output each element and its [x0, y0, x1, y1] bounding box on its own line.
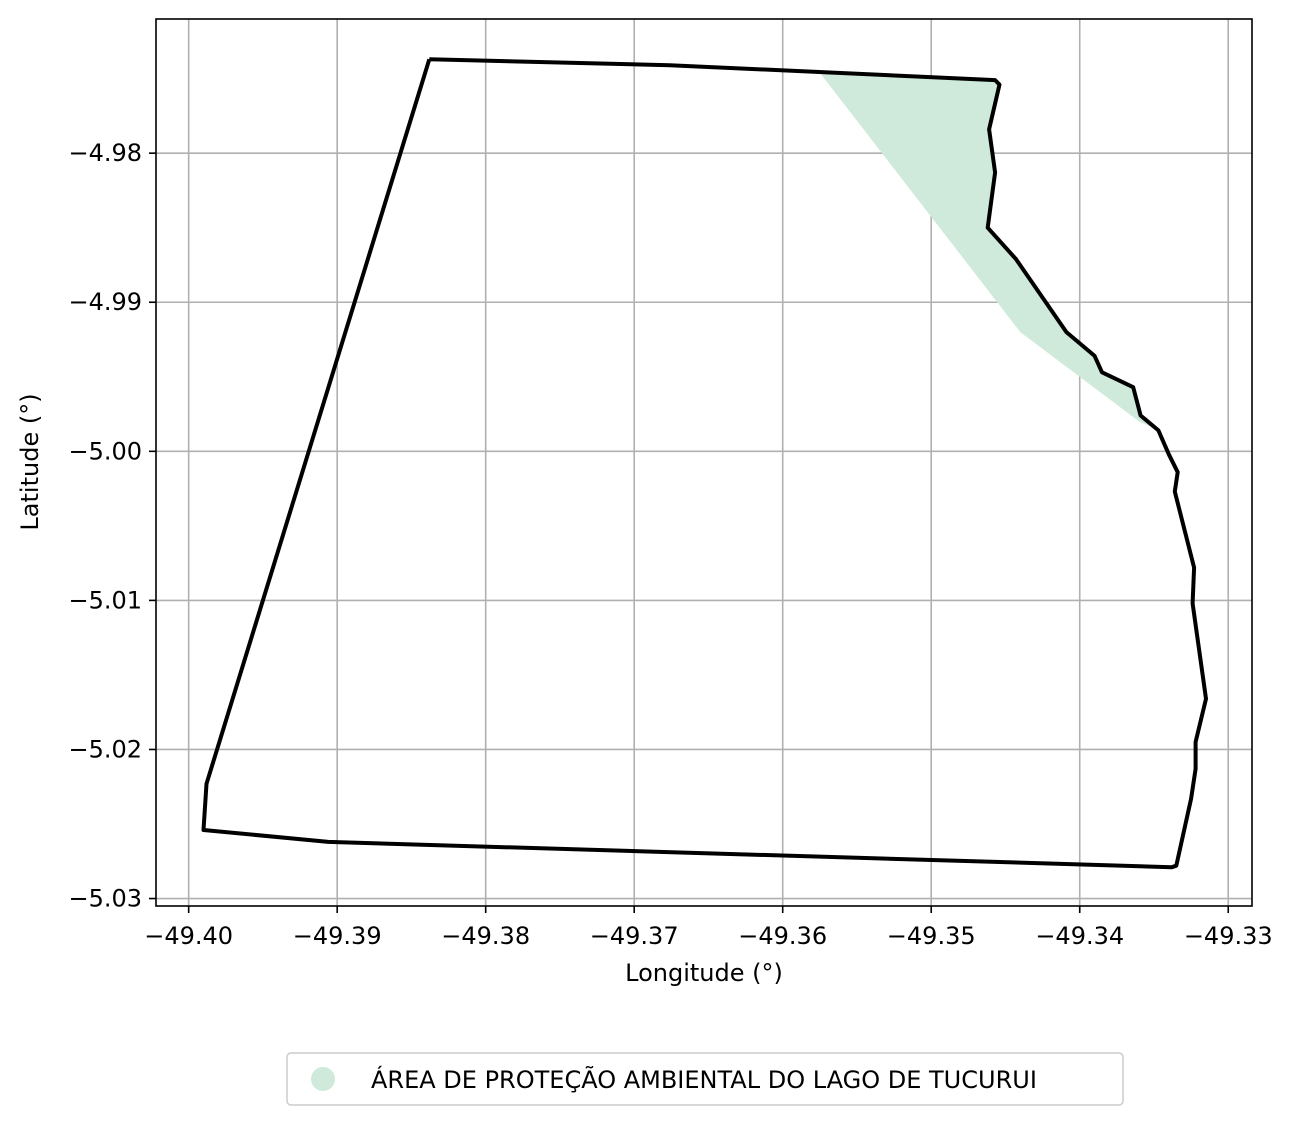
- x-tick-label: −49.36: [738, 922, 827, 950]
- legend-entry-label: ÁREA DE PROTEÇÃO AMBIENTAL DO LAGO DE TU…: [371, 1064, 1037, 1094]
- protected-area-polygon: [819, 72, 1159, 431]
- legend: ÁREA DE PROTEÇÃO AMBIENTAL DO LAGO DE TU…: [286, 1052, 1124, 1106]
- y-tick-label: −5.00: [68, 437, 142, 465]
- municipality-boundary-line: [201, 57, 1208, 870]
- y-axis-label: Latitude (°): [16, 393, 44, 530]
- legend-box: [286, 1052, 1124, 1106]
- x-tick-label: −49.40: [144, 922, 233, 950]
- y-tick-label: −4.98: [68, 139, 142, 167]
- x-axis-ticks: −49.40 −49.39 −49.38 −49.37 −49.36 −49.35 −49.…: [144, 906, 1273, 950]
- x-tick-label: −49.35: [887, 922, 976, 950]
- x-tick-label: −49.33: [1184, 922, 1273, 950]
- y-tick-label: −5.03: [68, 885, 142, 913]
- plot-frame: [155, 18, 1253, 907]
- y-tick-label: −5.02: [68, 735, 142, 763]
- y-axis-ticks: −4.98 −4.99 −5.00 −5.01 −5.02 −5.03: [68, 139, 156, 913]
- y-tick-label: −5.01: [68, 586, 142, 614]
- feature-layer: [201, 57, 1208, 870]
- x-tick-label: −49.39: [293, 922, 382, 950]
- x-tick-label: −49.34: [1035, 922, 1124, 950]
- x-axis-label: Longitude (°): [625, 959, 783, 987]
- x-tick-label: −49.37: [590, 922, 679, 950]
- y-tick-label: −4.99: [68, 288, 142, 316]
- legend-marker-circle: [311, 1067, 335, 1091]
- x-tick-label: −49.38: [441, 922, 530, 950]
